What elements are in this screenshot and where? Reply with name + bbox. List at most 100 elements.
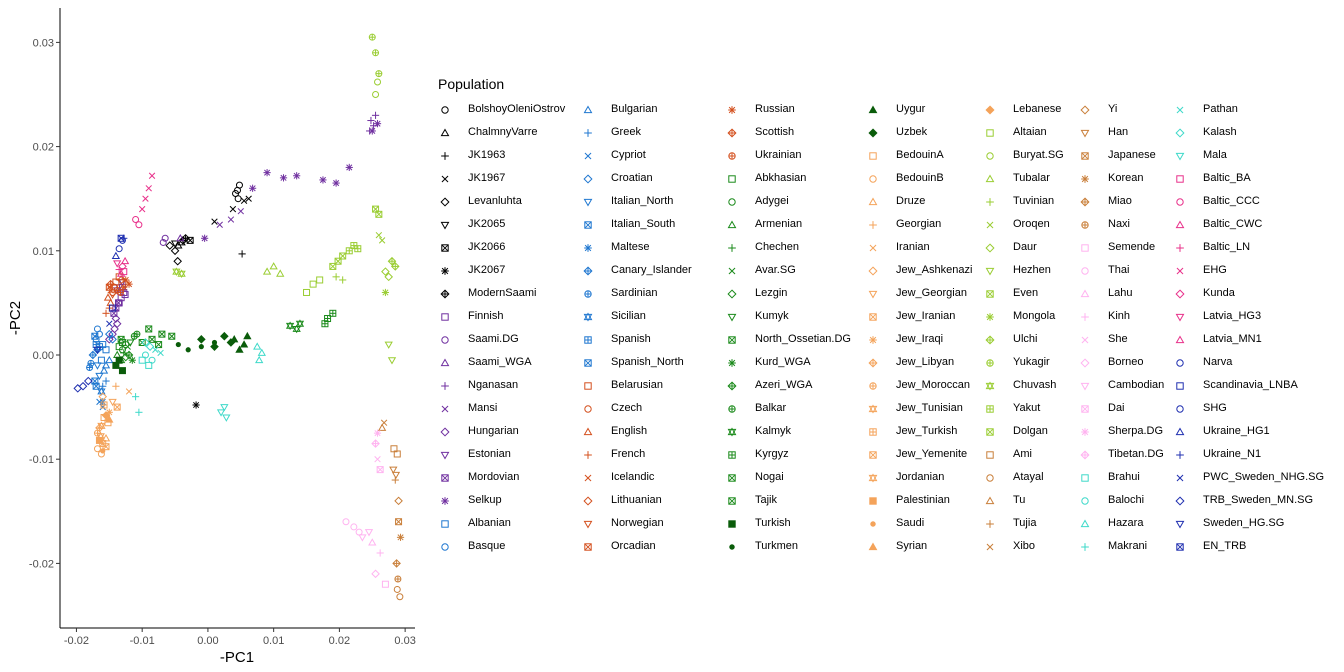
point-Kumyk bbox=[126, 339, 135, 347]
legend-key bbox=[986, 474, 994, 482]
legend-label: Kalmyk bbox=[755, 425, 792, 437]
legend-key bbox=[584, 152, 592, 160]
legend-label: ModernSaami bbox=[468, 287, 537, 299]
legend-key bbox=[1081, 267, 1089, 275]
legend-key bbox=[728, 497, 736, 505]
point-JK1963 bbox=[238, 250, 246, 258]
point-JK2067 bbox=[192, 401, 200, 409]
point-TRB_Sweden_MN.SG bbox=[78, 381, 88, 391]
point-Selkup bbox=[263, 169, 271, 177]
legend-label: Sherpa.DG bbox=[1108, 425, 1164, 437]
point-Hazara bbox=[253, 342, 262, 350]
x-axis-title: -PC1 bbox=[220, 649, 254, 666]
legend-key bbox=[727, 289, 737, 299]
point-Borneo bbox=[371, 569, 380, 579]
legend: Population BolshoyOleniOstrov ChalmnyVarr… bbox=[438, 76, 1338, 566]
legend-label: Palestinian bbox=[896, 494, 950, 506]
legend-key bbox=[441, 405, 449, 413]
legend-key bbox=[870, 521, 876, 527]
point-Kyrgyz bbox=[321, 320, 329, 328]
legend-label: English bbox=[611, 425, 648, 437]
point-Hungarian bbox=[104, 335, 114, 344]
legend-key bbox=[1175, 427, 1185, 436]
point-Hezhen bbox=[387, 357, 397, 365]
legend-key bbox=[440, 358, 450, 367]
point-Makrani bbox=[135, 408, 143, 416]
point-Lebanese bbox=[101, 411, 111, 420]
point-Ulchi bbox=[387, 256, 397, 266]
legend-key bbox=[1080, 519, 1090, 528]
point-Mala bbox=[220, 404, 229, 412]
legend-key bbox=[868, 105, 878, 114]
legend-key bbox=[1081, 405, 1089, 413]
legend-key bbox=[1081, 244, 1089, 252]
legend-label: Jew_Ashkenazi bbox=[896, 264, 973, 276]
point-Buryat.SG bbox=[374, 78, 382, 86]
legend-label: EHG bbox=[1203, 264, 1227, 276]
point-Daur bbox=[384, 272, 394, 282]
point-Tubalar bbox=[262, 267, 272, 275]
legend-label: Kinh bbox=[1108, 310, 1131, 322]
legend-key bbox=[869, 152, 877, 160]
legend-label: Saami_WGA bbox=[468, 356, 532, 368]
point-Turkish bbox=[115, 356, 123, 364]
legend-key bbox=[1175, 520, 1185, 529]
y-tick-label: 0.00 bbox=[33, 350, 54, 362]
legend-label: Dolgan bbox=[1013, 425, 1048, 437]
legend-label: Uygur bbox=[896, 103, 926, 115]
point-Kunda bbox=[118, 262, 127, 271]
legend-key bbox=[1175, 289, 1185, 299]
legend-label: Lahu bbox=[1108, 287, 1133, 299]
point-Baltic_CWC bbox=[116, 269, 126, 277]
point-Pathan bbox=[157, 349, 164, 357]
legend-key bbox=[1175, 313, 1185, 322]
point-Hungarian bbox=[111, 314, 121, 323]
legend-key bbox=[441, 382, 449, 390]
legend-key bbox=[1081, 497, 1089, 505]
legend-label: Borneo bbox=[1108, 356, 1144, 368]
point-Altaian bbox=[316, 276, 324, 284]
legend-label: Georgian bbox=[896, 218, 942, 230]
point-Mongola bbox=[381, 288, 390, 297]
point-Selkup bbox=[345, 163, 353, 172]
y-tick-label: -0.01 bbox=[29, 454, 54, 466]
point-Kalmyk bbox=[285, 321, 295, 331]
legend-key bbox=[583, 266, 593, 276]
point-Tajik bbox=[155, 341, 163, 349]
legend-key bbox=[1081, 474, 1089, 482]
legend-label: PWC_Sweden_NHG.SG bbox=[1203, 471, 1325, 483]
legend-key bbox=[729, 544, 735, 550]
legend-key bbox=[868, 473, 878, 483]
legend-key bbox=[728, 106, 736, 114]
legend-key bbox=[728, 405, 736, 413]
legend-key bbox=[584, 221, 592, 229]
legend-key bbox=[1176, 175, 1184, 183]
legend-key bbox=[441, 336, 449, 344]
point-Uzbek bbox=[210, 342, 219, 351]
legend-key bbox=[441, 520, 449, 528]
x-tick-label: -0.01 bbox=[130, 635, 155, 647]
legend-key bbox=[986, 313, 994, 321]
legend-key bbox=[584, 359, 592, 367]
point-EHG bbox=[148, 172, 156, 179]
x-tick-label: 0.01 bbox=[263, 635, 284, 647]
legend-label: Levanluhta bbox=[468, 195, 522, 207]
legend-key bbox=[440, 221, 450, 230]
legend-label: Turkish bbox=[755, 517, 791, 529]
legend-label: Dai bbox=[1108, 402, 1125, 414]
legend-key bbox=[441, 267, 449, 275]
point-Mordovian bbox=[115, 299, 123, 307]
point-Albanian bbox=[97, 356, 105, 364]
legend-key bbox=[868, 197, 878, 206]
legend-label: Tajik bbox=[755, 494, 778, 506]
legend-label: Miao bbox=[1108, 195, 1132, 207]
point-Ulchi bbox=[390, 262, 400, 271]
point-Tuvinian bbox=[332, 273, 340, 281]
legend-label: Cambodian bbox=[1108, 379, 1165, 391]
legend-label: Ami bbox=[1013, 448, 1032, 460]
legend-key bbox=[440, 128, 450, 137]
point-Jew_Ashkenazi bbox=[98, 392, 108, 401]
legend-label: Han bbox=[1108, 126, 1129, 138]
legend-label: Spanish bbox=[611, 333, 651, 345]
legend-key bbox=[440, 427, 450, 437]
